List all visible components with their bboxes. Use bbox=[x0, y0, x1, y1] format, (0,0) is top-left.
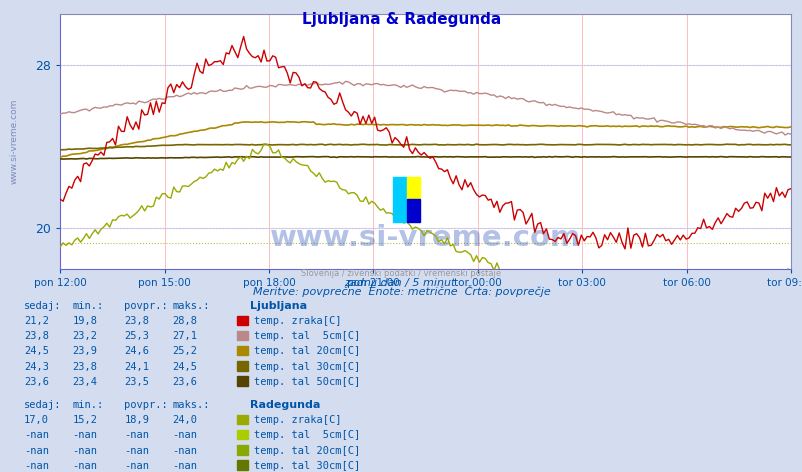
Text: -nan: -nan bbox=[172, 446, 197, 455]
Text: temp. tal  5cm[C]: temp. tal 5cm[C] bbox=[253, 331, 359, 341]
Text: 23,2: 23,2 bbox=[72, 331, 97, 341]
Text: temp. tal 30cm[C]: temp. tal 30cm[C] bbox=[253, 362, 359, 371]
Text: Slovenija / živenski podatki / vremenski postaje: Slovenija / živenski podatki / vremenski… bbox=[301, 269, 501, 278]
Text: 25,2: 25,2 bbox=[172, 346, 197, 356]
Text: 23,8: 23,8 bbox=[24, 331, 49, 341]
Text: 23,9: 23,9 bbox=[72, 346, 97, 356]
Text: temp. tal 50cm[C]: temp. tal 50cm[C] bbox=[253, 377, 359, 387]
Text: -nan: -nan bbox=[72, 461, 97, 471]
Text: 24,0: 24,0 bbox=[172, 415, 197, 425]
Text: zadnji dan / 5 minut.: zadnji dan / 5 minut. bbox=[343, 278, 459, 287]
Text: povpr.:: povpr.: bbox=[124, 400, 168, 410]
Text: -nan: -nan bbox=[124, 446, 149, 455]
Text: 23,6: 23,6 bbox=[24, 377, 49, 387]
Text: temp. tal  5cm[C]: temp. tal 5cm[C] bbox=[253, 430, 359, 440]
Text: Ljubljana: Ljubljana bbox=[249, 301, 306, 311]
Text: 23,5: 23,5 bbox=[124, 377, 149, 387]
Text: Ljubljana & Radegunda: Ljubljana & Radegunda bbox=[302, 12, 500, 27]
Text: -nan: -nan bbox=[124, 461, 149, 471]
Text: -nan: -nan bbox=[24, 430, 49, 440]
Text: 23,6: 23,6 bbox=[172, 377, 197, 387]
Text: sedaj:: sedaj: bbox=[24, 301, 62, 311]
Text: 21,2: 21,2 bbox=[24, 316, 49, 326]
Text: 17,0: 17,0 bbox=[24, 415, 49, 425]
Text: maks.:: maks.: bbox=[172, 400, 210, 410]
Text: 24,6: 24,6 bbox=[124, 346, 149, 356]
Text: -nan: -nan bbox=[172, 461, 197, 471]
Text: 25,3: 25,3 bbox=[124, 331, 149, 341]
Text: 24,3: 24,3 bbox=[24, 362, 49, 371]
Text: temp. tal 20cm[C]: temp. tal 20cm[C] bbox=[253, 346, 359, 356]
Text: 24,5: 24,5 bbox=[172, 362, 197, 371]
Text: min.:: min.: bbox=[72, 301, 103, 311]
Text: Radegunda: Radegunda bbox=[249, 400, 320, 410]
Text: temp. zraka[C]: temp. zraka[C] bbox=[253, 415, 341, 425]
Text: maks.:: maks.: bbox=[172, 301, 210, 311]
Text: 28,8: 28,8 bbox=[172, 316, 197, 326]
Text: sedaj:: sedaj: bbox=[24, 400, 62, 410]
Text: 23,8: 23,8 bbox=[124, 316, 149, 326]
Text: 23,4: 23,4 bbox=[72, 377, 97, 387]
Text: min.:: min.: bbox=[72, 400, 103, 410]
Text: www.si-vreme.com: www.si-vreme.com bbox=[269, 225, 581, 253]
Text: temp. tal 30cm[C]: temp. tal 30cm[C] bbox=[253, 461, 359, 471]
Text: -nan: -nan bbox=[24, 446, 49, 455]
Text: 23,8: 23,8 bbox=[72, 362, 97, 371]
Text: 24,1: 24,1 bbox=[124, 362, 149, 371]
Text: 24,5: 24,5 bbox=[24, 346, 49, 356]
Text: -nan: -nan bbox=[72, 430, 97, 440]
Text: 18,9: 18,9 bbox=[124, 415, 149, 425]
Text: -nan: -nan bbox=[24, 461, 49, 471]
Text: -nan: -nan bbox=[72, 446, 97, 455]
Text: -nan: -nan bbox=[172, 430, 197, 440]
Text: Meritve: povprečne  Enote: metrične  Črta: povprečje: Meritve: povprečne Enote: metrične Črta:… bbox=[253, 285, 549, 297]
Text: temp. zraka[C]: temp. zraka[C] bbox=[253, 316, 341, 326]
Text: povpr.:: povpr.: bbox=[124, 301, 168, 311]
Text: -nan: -nan bbox=[124, 430, 149, 440]
Text: temp. tal 20cm[C]: temp. tal 20cm[C] bbox=[253, 446, 359, 455]
Text: 15,2: 15,2 bbox=[72, 415, 97, 425]
Text: 27,1: 27,1 bbox=[172, 331, 197, 341]
Text: 19,8: 19,8 bbox=[72, 316, 97, 326]
Text: www.si-vreme.com: www.si-vreme.com bbox=[10, 99, 19, 184]
